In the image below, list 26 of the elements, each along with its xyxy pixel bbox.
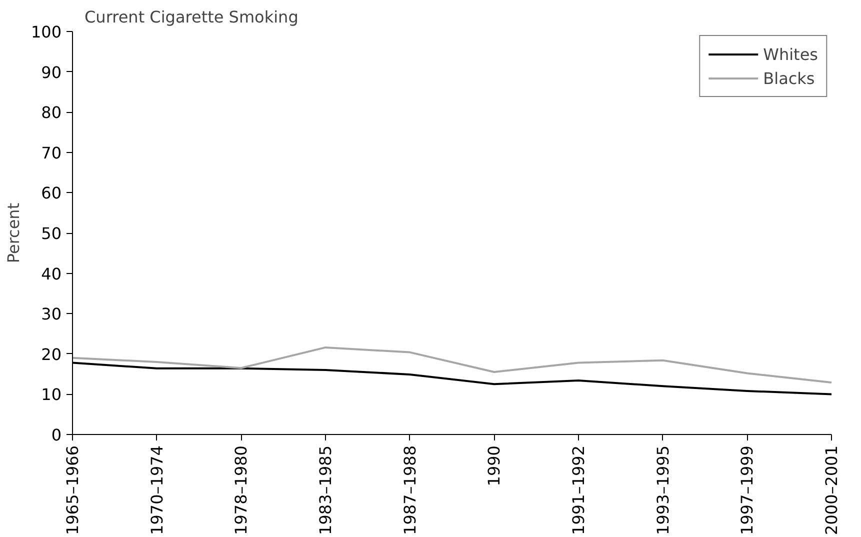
y-tick-label: 30 xyxy=(41,304,62,324)
x-tick-label: 1997–1999 xyxy=(738,446,757,535)
x-tick-label: 1990 xyxy=(484,446,504,486)
y-tick-label: 0 xyxy=(51,426,62,444)
x-tick-label: 1987–1988 xyxy=(400,446,420,535)
y-tick-label: 100 xyxy=(30,22,62,42)
x-tick-label: 1993–1995 xyxy=(653,446,672,535)
x-tick-label: 1978–1980 xyxy=(232,446,251,535)
x-tick-label: 1965–1966 xyxy=(63,446,82,535)
y-tick-label: 40 xyxy=(41,264,62,284)
y-tick-label: 80 xyxy=(41,103,62,122)
x-tick-label: 1983–1985 xyxy=(316,446,335,535)
y-axis-title: Percent xyxy=(4,202,23,264)
y-tick-label: 50 xyxy=(41,224,62,243)
y-tick-label: 90 xyxy=(41,62,62,82)
x-tick-label: 1970–1974 xyxy=(147,446,166,535)
legend-label: Blacks xyxy=(763,68,815,88)
chart-title: Current Cigarette Smoking xyxy=(84,8,298,26)
line-series xyxy=(72,346,832,384)
y-tick-label: 20 xyxy=(41,344,62,364)
y-tick-label: 10 xyxy=(41,385,62,404)
x-tick-label: 2000–2001 xyxy=(822,446,841,535)
x-tick-label: 1991–1992 xyxy=(569,446,588,535)
y-tick-label: 60 xyxy=(41,184,62,203)
y-tick-label: 70 xyxy=(41,143,62,162)
legend-label: Whites xyxy=(763,44,818,64)
